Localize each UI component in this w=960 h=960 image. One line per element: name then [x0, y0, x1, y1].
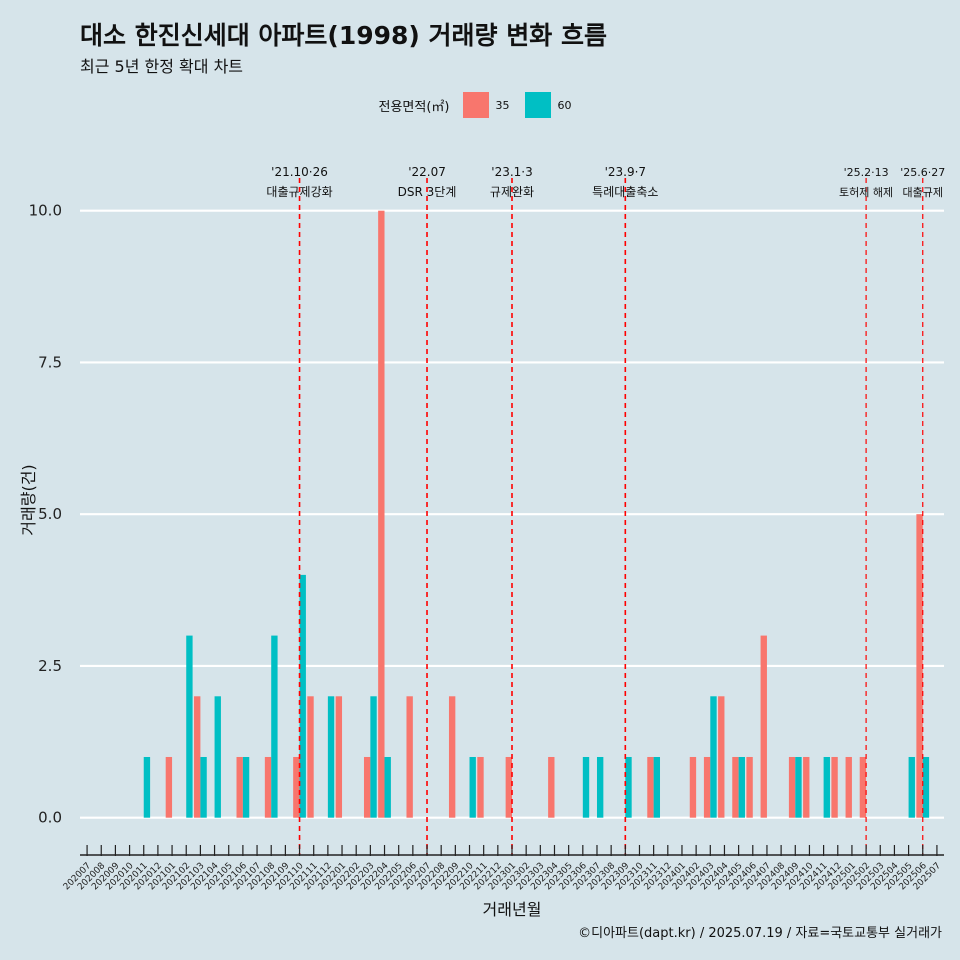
- bar-60-202411: [823, 756, 830, 818]
- y-axis-title: 거래량(건): [19, 464, 38, 535]
- bar-60-202204: [384, 756, 391, 818]
- y-tick-label: 0.0: [38, 809, 62, 827]
- bar-35-202204: [378, 210, 385, 818]
- event-date: '21.10·26: [271, 165, 328, 179]
- bar-35-202502: [859, 756, 867, 818]
- bar-35-202203: [363, 756, 371, 818]
- bar-35-202304: [548, 756, 555, 818]
- event-date: '25.6·27: [900, 166, 945, 179]
- event-date: '22.07: [408, 165, 446, 179]
- event-label: DSR 3단계: [398, 185, 457, 199]
- event-date: '25.2·13: [844, 166, 889, 179]
- bar-35-202201: [335, 696, 343, 818]
- bar-35-202111: [307, 696, 314, 818]
- bar-35-202405: [732, 756, 739, 818]
- bar-60-202104: [214, 696, 221, 818]
- bar-60-202210: [469, 756, 476, 818]
- legend-label-35: 35: [495, 98, 510, 112]
- bar-35-202301: [505, 756, 512, 818]
- y-tick-label: 7.5: [38, 353, 62, 371]
- bar-60-202112: [327, 696, 335, 818]
- bar-60-202306: [582, 756, 590, 818]
- bar-35-202211: [477, 756, 484, 818]
- bar-60-202106: [242, 756, 250, 818]
- event-label: 특례대출축소: [592, 185, 658, 199]
- event-label: 대출규제: [903, 186, 943, 199]
- bar-35-202407: [760, 635, 767, 818]
- event-date: '23.1·3: [491, 165, 532, 179]
- x-axis-title: 거래년월: [483, 900, 542, 919]
- bar-35-202501: [845, 756, 852, 818]
- bar-35-202103: [194, 696, 201, 818]
- legend-swatch-35: [463, 92, 490, 118]
- bar-35-202506: [916, 514, 923, 818]
- chart-title: 대소 한진신세대 아파트(1998) 거래량 변화 흐름: [80, 21, 607, 50]
- bar-35-202402: [689, 756, 697, 818]
- bar-60-202110: [299, 574, 306, 818]
- bar-35-202311: [647, 756, 654, 818]
- y-tick-label: 5.0: [38, 505, 62, 523]
- event-date: '23.9·7: [605, 165, 646, 179]
- bar-35-202404: [718, 696, 725, 818]
- y-tick-label: 2.5: [38, 657, 62, 675]
- bar-35-202108: [264, 756, 272, 818]
- bar-35-202110: [293, 756, 300, 818]
- bar-35-202206: [406, 696, 413, 818]
- bar-35-202106: [236, 756, 243, 818]
- bar-35-202410: [803, 756, 810, 818]
- bar-60-202102: [186, 635, 193, 818]
- legend-title: 전용면적(㎡): [378, 99, 450, 115]
- bar-35-202412: [831, 756, 838, 818]
- bar-60-202203: [370, 696, 377, 818]
- bar-60-202506: [922, 756, 930, 818]
- y-tick-label: 10.0: [29, 202, 62, 220]
- bar-35-202101: [165, 756, 173, 818]
- bar-35-202406: [746, 756, 753, 818]
- bar-60-202409: [795, 756, 802, 818]
- event-label: 대출규제강화: [266, 185, 332, 199]
- bar-60-202403: [710, 696, 717, 818]
- bar-60-202405: [738, 756, 745, 818]
- bar-35-202409: [788, 756, 796, 818]
- bar-60-202309: [625, 756, 632, 818]
- chart-subtitle: 최근 5년 한정 확대 차트: [80, 57, 244, 76]
- bar-60-202108: [271, 635, 278, 818]
- event-label: 규제완화: [490, 185, 534, 199]
- bar-35-202403: [703, 756, 711, 818]
- bar-60-202505: [908, 756, 915, 818]
- legend-label-60: 60: [557, 98, 572, 112]
- legend-swatch-60: [525, 92, 552, 118]
- bar-60-202011: [143, 756, 151, 818]
- event-label: 토허제 해제: [839, 185, 893, 199]
- caption: ©디아파트(dapt.kr) / 2025.07.19 / 자료=국토교통부 실…: [578, 926, 942, 941]
- legend: 전용면적(㎡) 35 60: [0, 92, 960, 118]
- bar-60-202103: [200, 756, 207, 818]
- bar-35-202209: [448, 696, 456, 818]
- bar-60-202307: [596, 756, 604, 818]
- bar-60-202311: [653, 756, 661, 818]
